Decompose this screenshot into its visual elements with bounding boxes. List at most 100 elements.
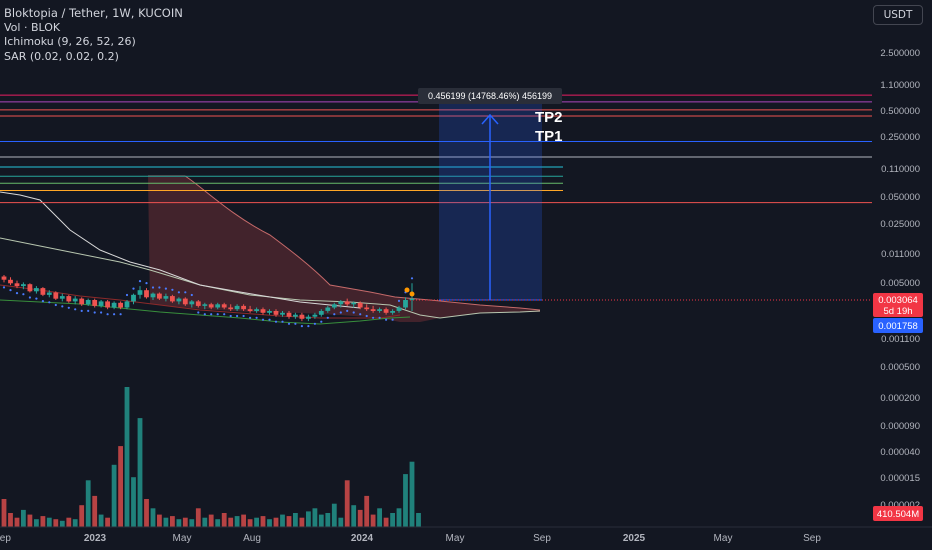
volume-bar (85, 480, 91, 527)
sar-dot (255, 316, 258, 319)
candles (1, 275, 415, 322)
candle-body (59, 296, 65, 299)
sar-dot (171, 288, 174, 291)
volume-bar (312, 508, 318, 527)
sar-dot (346, 309, 349, 312)
candle-body (189, 301, 195, 305)
volume-bar (280, 514, 285, 527)
candle-body (364, 307, 370, 310)
sar-dot (391, 318, 394, 321)
sar-dot (210, 313, 213, 316)
volume-bar (390, 513, 395, 527)
sar-dot (184, 291, 187, 294)
volume-badge (873, 506, 923, 521)
sar-dot (138, 280, 142, 283)
candle-body (131, 294, 136, 302)
candle-body (215, 304, 221, 308)
volume-bar (325, 513, 331, 527)
time-axis-label: Sep (533, 533, 551, 544)
orange-marker-2 (409, 291, 415, 297)
sar-dot (326, 316, 329, 319)
volume-bar (286, 516, 292, 527)
candle-body (331, 304, 337, 308)
volume-indicator-label[interactable]: Vol · BLOK (4, 20, 61, 34)
time-axis-label: Sep (803, 533, 821, 544)
sar-indicator-label[interactable]: SAR (0.02, 0.02, 0.2) (4, 49, 119, 63)
price-axis-label: 0.025000 (880, 219, 920, 230)
sar-dot (274, 320, 278, 323)
volume-bar (8, 513, 13, 527)
price-axis-label: 2.500000 (880, 48, 920, 59)
sar-dot (80, 309, 83, 312)
sar-dot (203, 313, 206, 316)
volume-bar (150, 508, 156, 527)
measure-label: 0.456199 (14768.46%) 456199 (428, 91, 552, 101)
time-axis-label: May (714, 533, 733, 544)
volume-bar (176, 519, 182, 527)
sar-dot (164, 287, 167, 290)
candle-body (144, 290, 149, 298)
candle-body (208, 304, 214, 308)
volume-bar (144, 499, 149, 527)
volume-bar (254, 517, 259, 527)
sar-dot (313, 322, 316, 325)
sar-dot (93, 311, 96, 314)
candle-body (267, 311, 272, 313)
candle-body (182, 298, 188, 305)
volume-bar (403, 474, 408, 527)
volume-bar (409, 461, 415, 527)
sar-dot (67, 306, 70, 309)
sar-dot (333, 313, 336, 316)
time-axis-label: Aug (243, 533, 261, 544)
candle-body (293, 314, 298, 317)
volume-bars (1, 387, 421, 527)
candle-body (338, 301, 344, 305)
price-axis-label: 1.100000 (880, 80, 920, 91)
sar-dot (236, 314, 239, 318)
sar-dot (287, 322, 291, 325)
sar-dot (35, 297, 38, 300)
candle-body (111, 302, 117, 308)
sar-dot (385, 318, 388, 321)
volume-bar (331, 503, 337, 527)
target-label-tp1: TP1 (535, 128, 563, 145)
sar-dot (119, 313, 122, 316)
time-axis-label: May (446, 533, 465, 544)
volume-bar (118, 446, 123, 527)
volume-bar (124, 387, 130, 527)
sar-dot (352, 311, 355, 314)
candle-body (306, 316, 311, 319)
ichimoku-indicator-label[interactable]: Ichimoku (9, 26, 52, 26) (4, 35, 136, 48)
ichimoku-base-line (0, 284, 401, 319)
target-lines (0, 94, 872, 204)
price-axis[interactable]: 3.0000002.5000001.1000000.5000000.250000… (880, 16, 920, 511)
candle-body (228, 307, 234, 310)
sar-dot (261, 318, 265, 321)
volume-bar (79, 505, 85, 527)
candle-body (273, 311, 279, 315)
price-axis-label: 0.000040 (880, 447, 920, 458)
time-axis[interactable]: Sep 2023 May Aug 2024 May Sep 2025 May Sep (0, 526, 932, 544)
price-axis-label: 0.005000 (880, 278, 920, 289)
sar-dot (242, 314, 245, 318)
volume-bar (234, 516, 240, 527)
sar-dots (2, 277, 414, 328)
candle-body (79, 298, 85, 305)
sar-dot (294, 322, 297, 325)
symbol-title[interactable]: Bloktopia / Tether, 1W, KUCOIN (4, 6, 183, 20)
candle-body (254, 309, 259, 311)
time-axis-label: 2023 (84, 533, 107, 544)
volume-bar (357, 509, 363, 527)
sar-dot (106, 313, 109, 316)
volume-bar (396, 508, 402, 527)
volume-bar (21, 509, 26, 527)
volume-bar (66, 517, 72, 527)
currency-button[interactable]: USDT (873, 5, 923, 25)
volume-bar (170, 516, 175, 527)
sar-dot (216, 313, 219, 316)
candle-body (370, 309, 376, 311)
candle-body (344, 301, 350, 305)
ichimoku-cloud (148, 176, 540, 322)
candle-body (1, 276, 7, 280)
